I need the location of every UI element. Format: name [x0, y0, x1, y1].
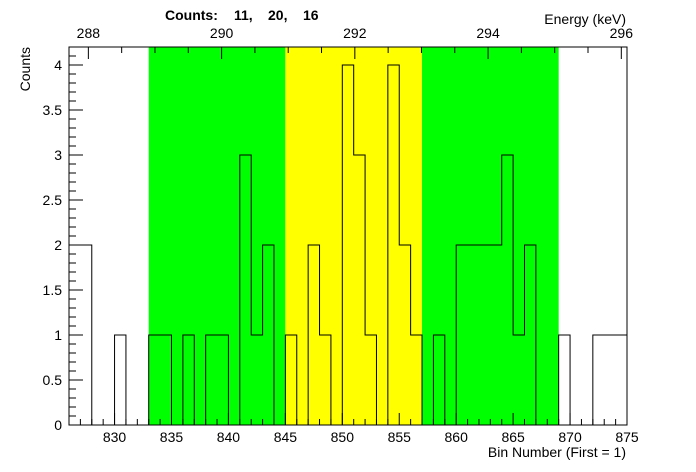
x-tick-label: 870: [558, 429, 582, 445]
top-tick-label: 296: [610, 25, 634, 41]
counts-value-3: 16: [303, 7, 319, 23]
top-tick-label: 290: [210, 25, 234, 41]
y-tick-label: 0: [54, 417, 62, 433]
x-tick-label: 845: [274, 429, 298, 445]
top-axis-title: Energy (keV): [544, 11, 626, 27]
top-tick-label: 288: [77, 25, 101, 41]
histogram-outline: [68, 64, 628, 426]
counts-value-2: 20,: [268, 7, 287, 23]
y-tick-label: 3: [54, 147, 62, 163]
counts-value-1: 11,: [234, 7, 253, 23]
x-tick-label: 860: [445, 429, 469, 445]
y-tick-label: 0.5: [43, 372, 63, 388]
x-tick-label: 850: [331, 429, 355, 445]
x-tick-label: 840: [217, 429, 241, 445]
y-tick-label: 2.5: [43, 192, 63, 208]
y-tick-label: 1.5: [43, 282, 63, 298]
counts-title-prefix: Counts:: [165, 7, 218, 23]
labels-layer: 830 835 840 845 850 855 860 865 870 875 0 0.5 1 1.5 2 2…: [43, 25, 639, 445]
top-tick-label: 292: [343, 25, 367, 41]
histogram-layer: [68, 64, 628, 426]
y-axis-title: Counts: [17, 47, 33, 91]
y-tick-label: 4: [54, 57, 62, 73]
top-tick-label: 294: [476, 25, 500, 41]
x-axis-title: Bin Number (First = 1): [488, 444, 626, 460]
x-tick-label: 835: [160, 429, 184, 445]
region-background-left: [148, 47, 286, 425]
y-tick-label: 1: [54, 327, 62, 343]
x-tick-label: 830: [103, 429, 127, 445]
x-tick-label: 875: [615, 429, 639, 445]
x-tick-label: 855: [388, 429, 412, 445]
region-background-right: [422, 47, 559, 425]
y-tick-label: 2: [54, 237, 62, 253]
y-tick-label: 3.5: [43, 102, 63, 118]
x-tick-label: 865: [501, 429, 525, 445]
ticks-layer: [68, 46, 628, 426]
